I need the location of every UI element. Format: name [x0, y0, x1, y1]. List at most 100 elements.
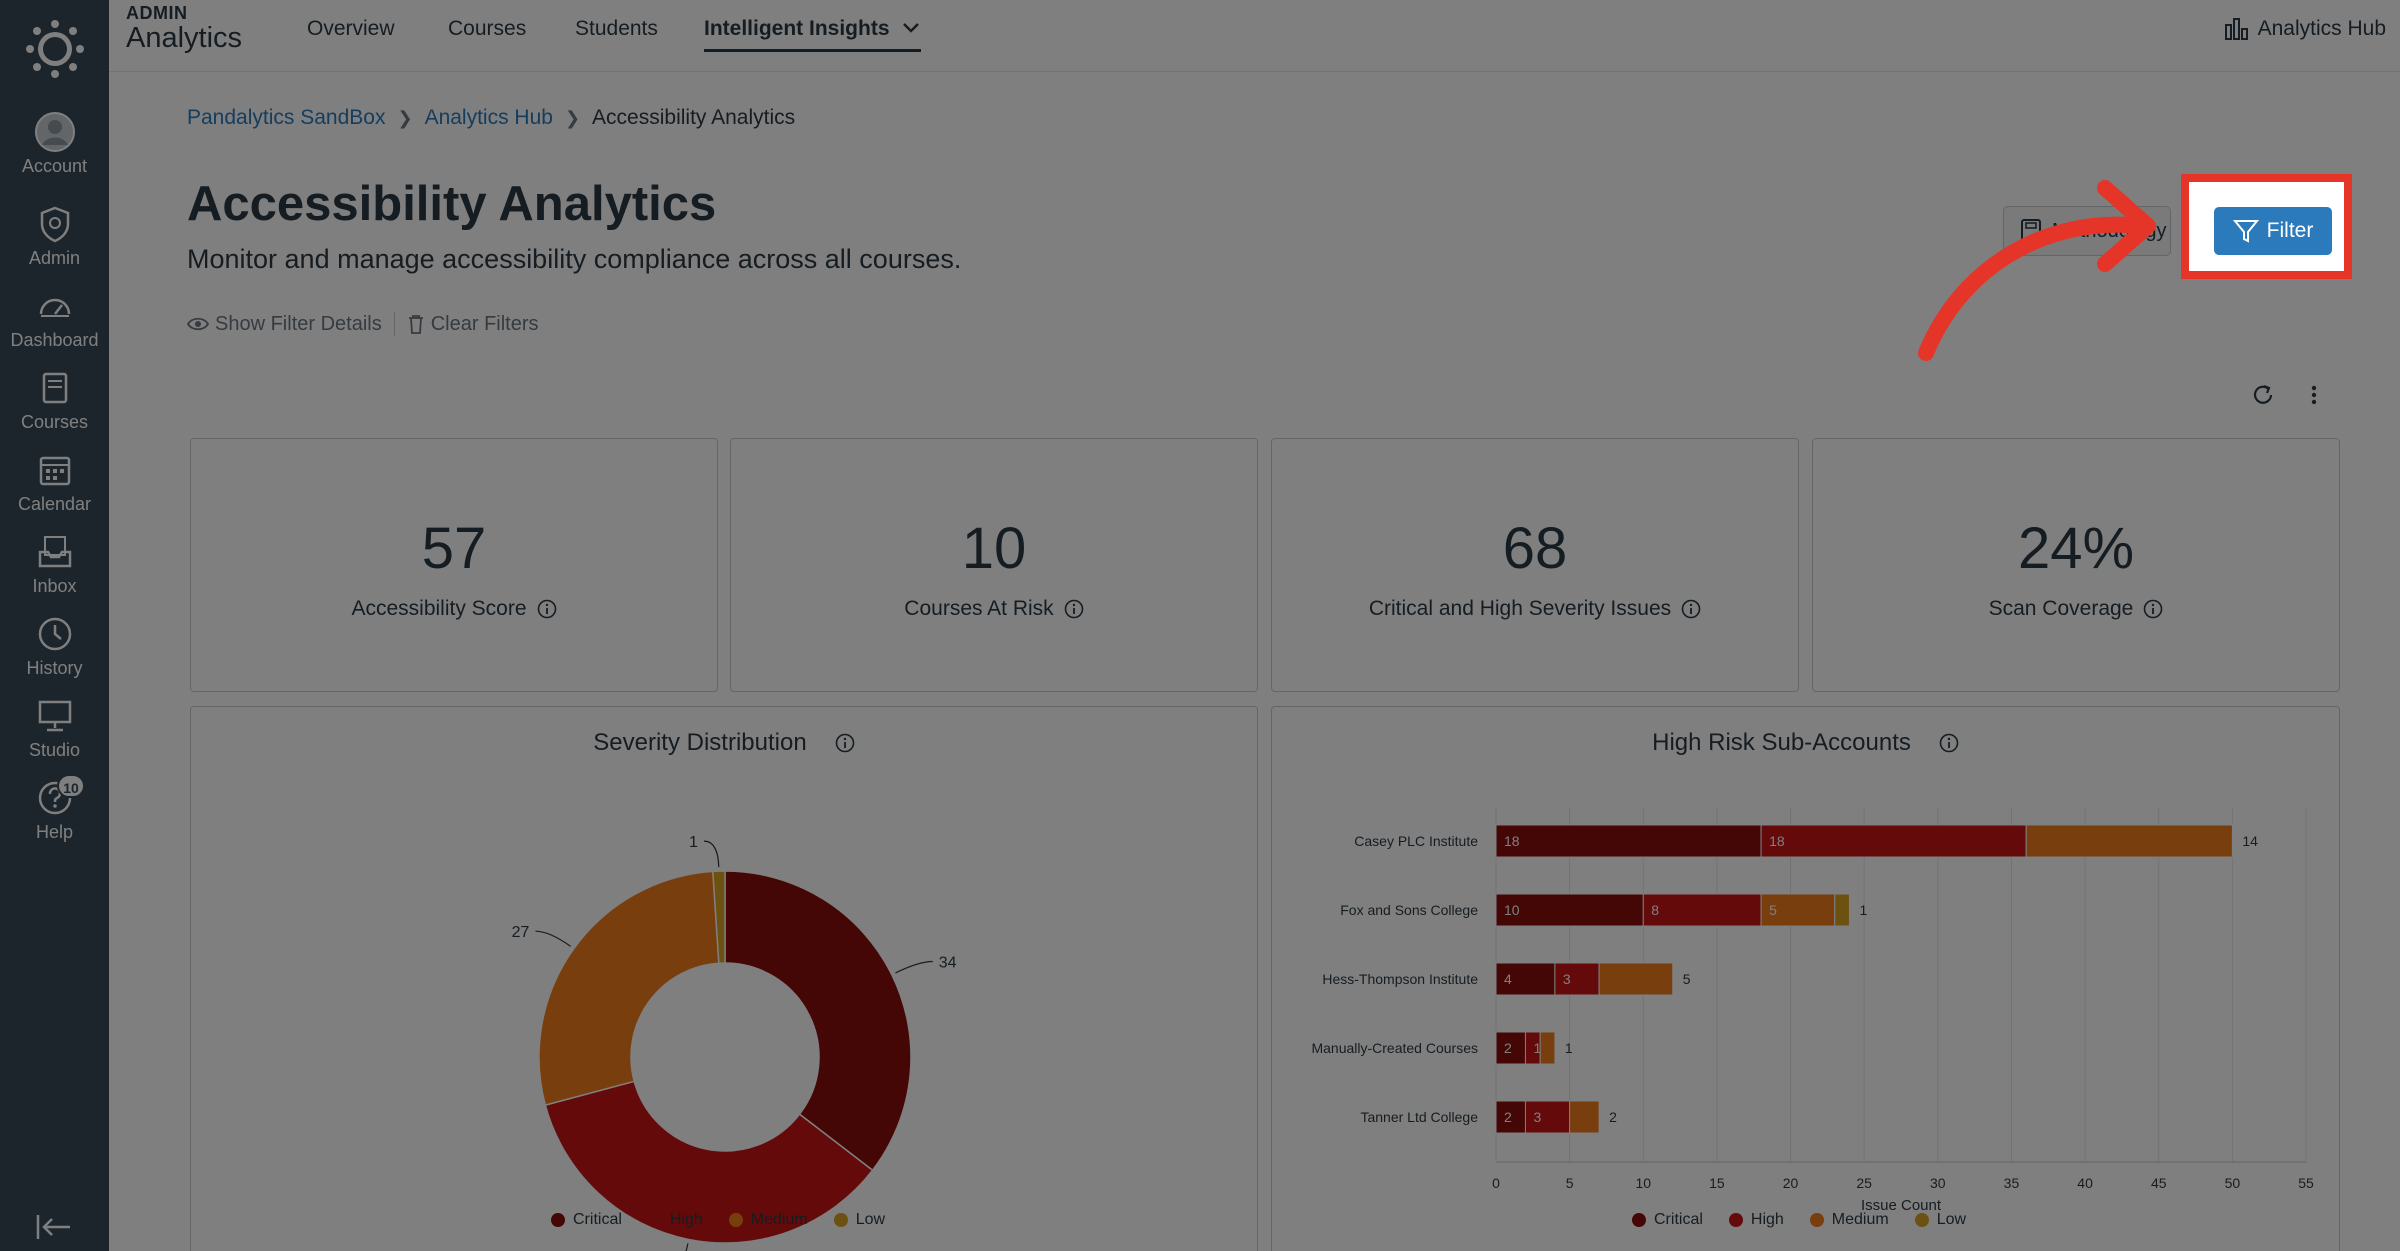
panel-title-row: High Risk Sub-Accounts — [1272, 729, 2339, 757]
filter-button[interactable]: Filter — [2214, 207, 2332, 255]
kpi-label: Critical and High Severity Issues — [1368, 597, 1672, 620]
x-tick-label: 30 — [1930, 1175, 1946, 1191]
nav-item-label: Calendar — [17, 494, 92, 514]
info-icon[interactable] — [835, 733, 855, 753]
clear-filters-link[interactable]: Clear Filters — [407, 313, 539, 336]
legend-swatch — [1728, 1213, 1743, 1227]
admin-shield-icon — [40, 206, 69, 243]
page-title: Accessibility Analytics — [187, 177, 717, 231]
tab-students[interactable]: Students — [575, 17, 658, 40]
slice-leader-line — [895, 960, 933, 974]
breadcrumb: Pandalytics SandBox ❯ Analytics Hub ❯ Ac… — [187, 106, 795, 130]
legend-item-low[interactable]: Low — [833, 1211, 885, 1229]
bar-segment-medium[interactable] — [1539, 1031, 1556, 1065]
tab-intelligent-insights-label: Intelligent Insights — [704, 17, 890, 40]
legend-label: Medium — [1831, 1211, 1889, 1228]
info-icon[interactable] — [2143, 599, 2163, 619]
filter-actions: Show Filter Details Clear Filters — [187, 312, 539, 336]
trash-icon — [408, 315, 423, 334]
donut-slice-medium[interactable] — [538, 870, 720, 1107]
nav-item-label: Dashboard — [10, 330, 99, 350]
x-tick-label: 10 — [1635, 1175, 1651, 1191]
nav-item-label: Help — [35, 822, 74, 842]
info-icon[interactable] — [1681, 599, 1701, 619]
legend-swatch — [728, 1213, 743, 1227]
bar-segment-high[interactable] — [1554, 962, 1600, 996]
bar-segment-high[interactable] — [1524, 1100, 1571, 1134]
filter-label: Filter — [2266, 219, 2314, 242]
nav-item-studio[interactable]: Studio — [0, 692, 109, 774]
nav-item-account[interactable]: Account — [0, 108, 109, 190]
nav-item-admin[interactable]: Admin — [0, 200, 109, 282]
bar-segment-low[interactable] — [1834, 893, 1850, 927]
nav-item-inbox[interactable]: Inbox — [0, 528, 109, 610]
kpi-label: Scan Coverage — [1988, 597, 2134, 620]
legend-item-high[interactable]: High — [1728, 1211, 1784, 1229]
canvas-logo-icon[interactable] — [24, 18, 86, 80]
info-icon[interactable] — [1064, 599, 1084, 619]
legend-item-critical[interactable]: Critical — [551, 1211, 622, 1229]
legend-label: Critical — [573, 1211, 622, 1228]
bar-value-label: 2 — [1609, 1109, 1617, 1125]
breadcrumb-analytics-hub[interactable]: Analytics Hub — [424, 106, 553, 129]
bar-segment-medium[interactable] — [2025, 824, 2233, 858]
more-options-icon[interactable] — [2301, 382, 2327, 408]
brand-analytics-label: Analytics — [126, 22, 243, 54]
info-icon[interactable] — [1939, 733, 1959, 753]
bar-chart-icon — [2224, 18, 2248, 40]
kpi-value: 24% — [2017, 516, 2135, 581]
kpi-value: 57 — [421, 516, 487, 581]
nav-item-label: Inbox — [32, 576, 77, 596]
bar-segment-critical[interactable] — [1495, 824, 1762, 858]
top-navigation: ADMIN Analytics Overview Courses Student… — [109, 0, 2400, 72]
bar-segment-medium[interactable] — [1598, 962, 1674, 996]
tab-courses[interactable]: Courses — [448, 17, 527, 40]
legend-item-critical[interactable]: Critical — [1632, 1211, 1703, 1229]
dashboard-gauge-icon — [39, 298, 70, 317]
legend-item-medium[interactable]: Medium — [728, 1211, 808, 1229]
nav-item-label: Courses — [20, 412, 89, 432]
nav-item-help[interactable]: 10 Help — [0, 774, 109, 856]
slice-value-label: 27 — [512, 924, 530, 941]
breadcrumb-current: Accessibility Analytics — [592, 106, 796, 129]
donut-slice-critical[interactable] — [724, 870, 912, 1172]
legend-item-medium[interactable]: Medium — [1809, 1211, 1889, 1229]
x-tick-label: 40 — [2077, 1175, 2093, 1191]
show-filter-details-link[interactable]: Show Filter Details — [187, 313, 382, 336]
info-icon[interactable] — [537, 599, 557, 619]
studio-icon — [38, 700, 71, 732]
legend-item-low[interactable]: Low — [1914, 1211, 1966, 1229]
analytics-hub-link[interactable]: Analytics Hub — [2224, 17, 2386, 41]
bar-value-label: 3 — [1563, 971, 1571, 987]
bar-segment-medium[interactable] — [1569, 1100, 1600, 1134]
x-tick-label: 55 — [2298, 1175, 2314, 1191]
y-category-label: Tanner Ltd College — [1360, 1109, 1478, 1125]
page-subtitle: Monitor and manage accessibility complia… — [187, 244, 962, 274]
nav-item-calendar[interactable]: Calendar — [0, 446, 109, 528]
global-nav-sidebar: Account Admin Dashboard Courses Calendar… — [0, 0, 109, 1251]
x-tick-label: 50 — [2225, 1175, 2241, 1191]
tab-overview[interactable]: Overview — [307, 17, 395, 40]
bar-value-label: 14 — [2242, 833, 2258, 849]
breadcrumb-chevron-icon: ❯ — [397, 107, 413, 128]
kpi-label-row: Scan Coverage — [1813, 597, 2339, 621]
nav-item-courses[interactable]: Courses — [0, 364, 109, 446]
calendar-icon — [39, 456, 70, 486]
legend-item-high[interactable]: High — [647, 1211, 703, 1229]
refresh-icon[interactable] — [2250, 382, 2276, 408]
spotlight-area: Filter — [2181, 174, 2352, 279]
bar-segment-high[interactable] — [1642, 893, 1762, 927]
nav-item-dashboard[interactable]: Dashboard — [0, 282, 109, 364]
bar-value-label: 3 — [1533, 1109, 1541, 1125]
bar-segment-high[interactable] — [1760, 824, 2027, 858]
collapse-nav-icon[interactable] — [34, 1212, 74, 1242]
legend-swatch — [833, 1213, 848, 1227]
kpi-card-scan-coverage: 24% Scan Coverage — [1812, 438, 2340, 692]
breadcrumb-sandbox[interactable]: Pandalytics SandBox — [187, 106, 386, 129]
nav-item-history[interactable]: History — [0, 610, 109, 692]
breadcrumb-chevron-icon: ❯ — [564, 107, 581, 128]
account-icon — [34, 112, 75, 152]
tab-intelligent-insights[interactable]: Intelligent Insights — [704, 17, 922, 52]
subaccounts-legend: Critical High Medium Low — [1632, 1211, 1966, 1229]
history-clock-icon — [38, 617, 71, 651]
